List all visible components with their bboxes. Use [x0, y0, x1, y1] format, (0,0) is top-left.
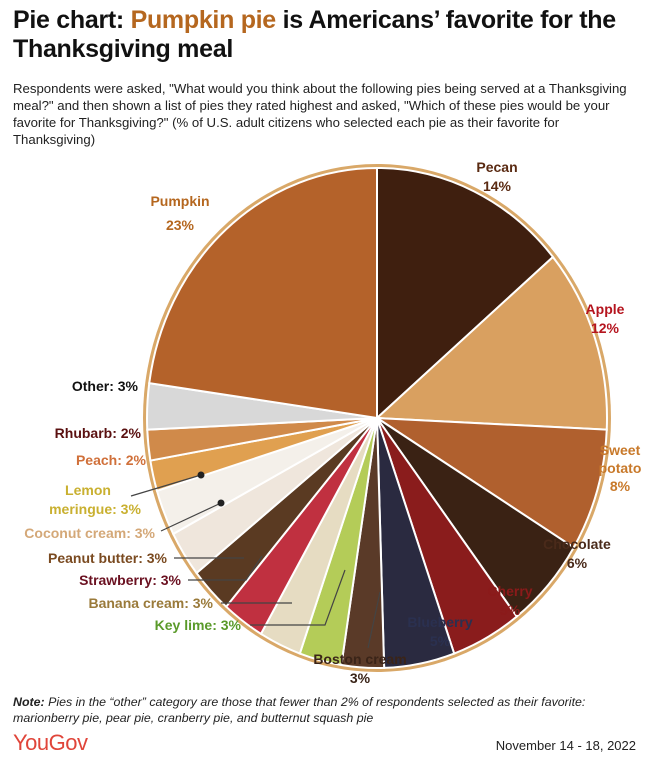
leader-line-strawberry	[188, 555, 263, 581]
label-line: Pumpkin	[150, 193, 209, 209]
leader-line-lemon-meringue	[130, 474, 202, 497]
label-line: Coconut cream: 3%	[24, 525, 155, 541]
label-line: 5%	[430, 633, 451, 649]
label-line: meringue: 3%	[49, 501, 141, 517]
label-line: Apple	[586, 301, 625, 317]
note-text: Pies in the “other” category are those t…	[13, 695, 586, 725]
label-rhubarb: Rhubarb: 2%	[55, 425, 142, 441]
leader-line-key-lime	[250, 569, 346, 626]
title-suffix: is Americans’ favorite for the Thanksgiv…	[13, 6, 616, 63]
label-other: Other: 3%	[72, 378, 139, 394]
label-apple: Apple 12%	[586, 301, 625, 336]
label-line: Chocolate	[543, 536, 611, 552]
subtitle: Respondents were asked, "What would you …	[13, 81, 627, 147]
leader-line-coconut-cream	[160, 502, 222, 532]
label-lemon-meringue: Lemon meringue: 3%	[49, 482, 141, 517]
leader-dot-coconut-cream	[217, 499, 225, 507]
label-strawberry: Strawberry: 3%	[79, 572, 181, 588]
footnote: Note: Pies in the “other” category are t…	[13, 694, 643, 726]
label-line: Cherry	[487, 583, 532, 599]
title-highlight: Pumpkin pie	[130, 6, 277, 34]
label-line: Blueberry	[407, 614, 473, 630]
label-line: 12%	[591, 320, 620, 336]
label-line: 8%	[610, 478, 631, 494]
label-line: 14%	[483, 178, 512, 194]
label-line: 23%	[166, 217, 195, 233]
pie-slices	[143, 164, 611, 672]
label-key-lime: Key lime: 3%	[155, 617, 242, 633]
label-line: Other: 3%	[72, 378, 139, 394]
label-line: Peanut butter: 3%	[48, 550, 168, 566]
yougov-logo: YouGov	[13, 730, 88, 755]
label-line: Sweet	[600, 442, 641, 458]
label-line: Key lime: 3%	[155, 617, 242, 633]
label-sweet-potato: Sweet potato 8%	[599, 442, 642, 494]
label-cherry: Cherry 5%	[487, 583, 532, 618]
slice-pumpkin	[148, 166, 378, 420]
label-blueberry: Blueberry 5%	[407, 614, 473, 649]
label-boston-cream: Boston cream 3%	[313, 651, 406, 686]
label-line: Rhubarb: 2%	[55, 425, 142, 441]
label-peanut-butter: Peanut butter: 3%	[48, 550, 168, 566]
label-line: Banana cream: 3%	[88, 595, 213, 611]
leader-dot-lemon-meringue	[197, 471, 205, 479]
slice-apple	[374, 255, 608, 431]
slice-pecan	[376, 166, 555, 421]
label-line: Lemon	[65, 482, 111, 498]
label-line: potato	[599, 460, 642, 476]
note-lead: Note:	[13, 695, 45, 709]
leader-line-boston-cream	[367, 591, 381, 649]
slice-sweet-potato	[373, 416, 608, 549]
label-banana-cream: Banana cream: 3%	[88, 595, 213, 611]
title-prefix: Pie chart:	[13, 6, 131, 34]
page-title: Pie chart: Pumpkin pie is Americans’ fav…	[13, 6, 643, 64]
label-line: 3%	[350, 670, 371, 686]
survey-date: November 14 - 18, 2022	[495, 738, 636, 753]
label-pumpkin: Pumpkin 23%	[150, 193, 209, 233]
label-line: Peach: 2%	[76, 452, 147, 468]
label-line: Strawberry: 3%	[79, 572, 181, 588]
label-pecan: Pecan 14%	[476, 159, 517, 194]
label-line: Boston cream	[313, 651, 406, 667]
label-peach: Peach: 2%	[76, 452, 147, 468]
label-coconut-cream: Coconut cream: 3%	[24, 525, 155, 541]
label-line: Pecan	[476, 159, 517, 175]
label-line: 6%	[567, 555, 588, 571]
label-line: 5%	[500, 602, 521, 618]
label-chocolate: Chocolate 6%	[543, 536, 611, 571]
